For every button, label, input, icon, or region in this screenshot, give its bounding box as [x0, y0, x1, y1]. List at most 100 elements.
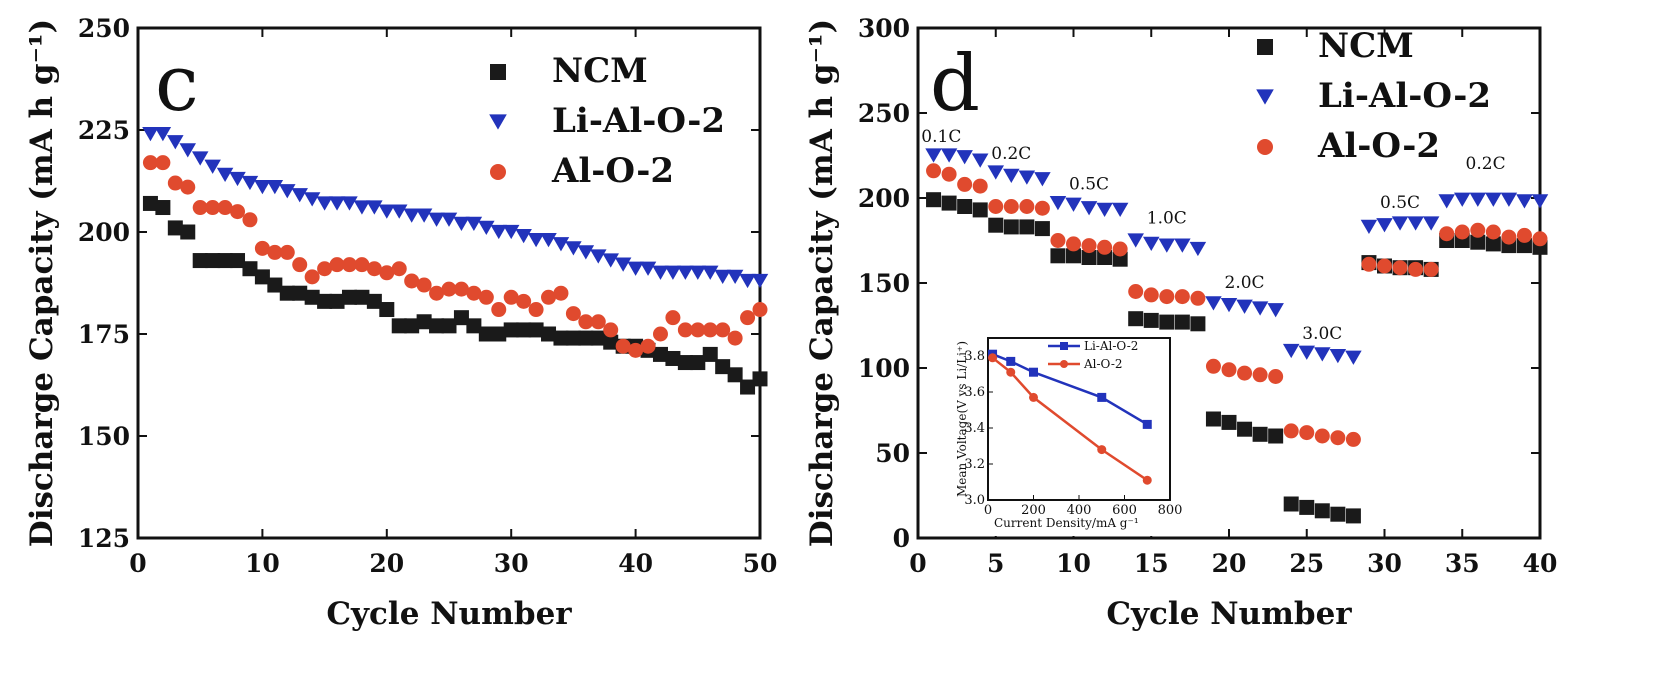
- data-point-triangle-down: [751, 273, 769, 289]
- data-point-square: [603, 334, 619, 350]
- data-point-square: [155, 200, 171, 216]
- data-point-square: [578, 330, 594, 346]
- inset-chart: 0 200 400 600 800 3.0 3.2 3.4 3.6 3.8 Current Dens…: [955, 330, 1182, 536]
- data-point-square: [1003, 219, 1019, 235]
- data-point-square: [1330, 506, 1346, 522]
- data-point-square: [416, 314, 432, 330]
- y-tick-label: 300: [858, 14, 910, 43]
- data-point-triangle-down: [639, 261, 657, 276]
- data-point-triangle-down: [490, 224, 508, 240]
- data-point-triangle-down: [1438, 194, 1455, 209]
- inset-y-tick-label: 3.0: [964, 493, 985, 508]
- data-point-square: [180, 224, 196, 240]
- data-point-circle: [341, 257, 357, 273]
- data-point-square: [715, 359, 731, 375]
- y-tick-label: 250: [858, 99, 910, 128]
- data-point-square: [941, 195, 957, 211]
- data-point-circle: [941, 166, 957, 182]
- y-tick-label: 50: [875, 439, 910, 468]
- data-point-triangle-down: [1220, 297, 1238, 313]
- x-tick-label: 10: [245, 549, 280, 578]
- data-point-triangle-down: [1034, 172, 1051, 187]
- data-point-triangle-down: [1111, 202, 1129, 218]
- x-tick-label: 50: [743, 549, 778, 578]
- data-point-triangle-down: [353, 200, 371, 215]
- data-point-circle: [217, 200, 233, 216]
- inset-x-tick-label: 400: [1067, 503, 1092, 518]
- panel-letter: c: [155, 39, 199, 129]
- data-point-circle: [230, 204, 246, 220]
- data-point-circle: [1128, 284, 1144, 299]
- inset-data-point-square: [1006, 356, 1016, 366]
- data-point-circle: [1516, 227, 1532, 243]
- data-point-triangle-down: [266, 179, 284, 195]
- panel-letter: d: [930, 39, 980, 129]
- data-point-triangle-down: [1158, 238, 1176, 253]
- data-point-circle: [1330, 430, 1346, 446]
- data-point-circle: [1143, 287, 1159, 303]
- data-point-square: [453, 310, 469, 326]
- data-point-triangle-down: [291, 188, 308, 203]
- y-tick-label: 150: [78, 422, 130, 451]
- inset-y-tick-label: 3.2: [964, 457, 985, 472]
- data-point-square: [1283, 496, 1299, 512]
- data-point-circle: [453, 281, 469, 297]
- data-point-circle: [416, 277, 432, 293]
- data-point-triangle-down: [415, 208, 433, 223]
- x-tick-label: 0: [129, 549, 146, 578]
- data-point-triangle-down: [1391, 216, 1409, 231]
- data-point-triangle-down: [701, 265, 719, 280]
- data-point-circle: [528, 302, 544, 318]
- data-point-square: [1268, 428, 1284, 444]
- data-point-triangle-down: [328, 196, 346, 211]
- data-point-square: [404, 318, 420, 334]
- y-tick-label: 175: [78, 320, 130, 349]
- rate-annotation: 0.2C: [1466, 154, 1506, 174]
- data-point-square: [665, 350, 681, 366]
- data-point-circle: [740, 310, 756, 326]
- inset-data-point-circle: [1142, 475, 1152, 485]
- x-tick-label: 30: [494, 549, 529, 578]
- data-point-square: [565, 330, 581, 346]
- data-point-square: [1174, 314, 1190, 330]
- data-point-circle: [329, 257, 345, 273]
- x-axis-title: Cycle Number: [326, 596, 572, 632]
- data-point-triangle-down: [602, 253, 619, 268]
- data-point-triangle-down: [1298, 345, 1315, 360]
- data-point-circle: [1408, 261, 1424, 277]
- data-point-square: [1470, 234, 1486, 250]
- data-point-square: [652, 346, 668, 362]
- data-point-circle: [1237, 365, 1253, 381]
- data-point-triangle-down: [1236, 299, 1253, 314]
- data-point-triangle-down: [1267, 303, 1284, 318]
- data-point-triangle-down: [677, 265, 694, 280]
- rate-annotation: 2.0C: [1225, 273, 1265, 293]
- data-point-square: [541, 326, 557, 342]
- data-point-circle: [1283, 423, 1299, 439]
- data-point-square: [1128, 311, 1144, 327]
- legend-label: Al-O-2: [1317, 126, 1440, 166]
- data-point-triangle-down: [1143, 236, 1160, 252]
- data-point-square: [242, 261, 258, 277]
- data-point-circle: [404, 273, 420, 289]
- data-point-triangle-down: [925, 148, 942, 163]
- legend-label: NCM: [1318, 26, 1414, 66]
- data-point-triangle-down: [1205, 296, 1222, 311]
- data-point-circle: [1454, 224, 1470, 240]
- data-point-circle: [242, 212, 258, 228]
- data-point-square: [553, 330, 569, 346]
- data-point-square: [217, 253, 233, 269]
- data-point-circle: [590, 314, 606, 330]
- data-point-triangle-down: [229, 171, 246, 187]
- legend-marker-triangle-down: [1256, 89, 1274, 105]
- x-tick-label: 40: [1523, 549, 1558, 578]
- data-point-triangle-down: [1251, 301, 1269, 316]
- data-point-circle: [702, 322, 718, 338]
- data-point-circle: [1252, 367, 1268, 383]
- data-point-circle: [727, 330, 743, 346]
- x-tick-label: 35: [1445, 549, 1480, 578]
- data-point-circle: [690, 322, 706, 338]
- data-point-triangle-down: [191, 151, 209, 166]
- data-point-circle: [155, 155, 171, 171]
- data-point-square: [329, 293, 345, 309]
